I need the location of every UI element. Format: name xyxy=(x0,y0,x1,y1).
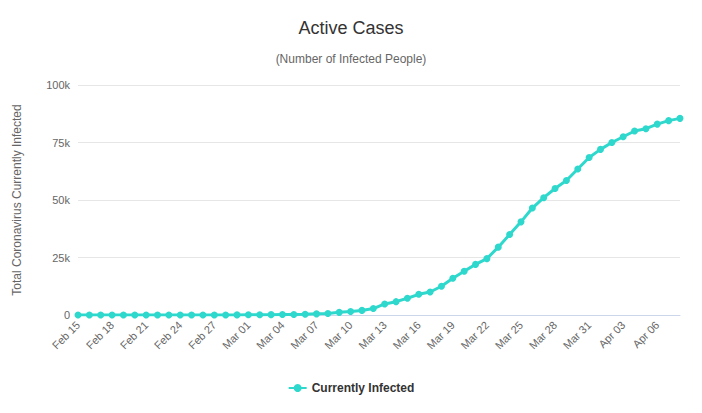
svg-text:Active Cases: Active Cases xyxy=(298,18,403,38)
svg-text:Mar 31: Mar 31 xyxy=(561,319,594,352)
svg-text:Feb 27: Feb 27 xyxy=(186,319,219,352)
svg-text:Mar 25: Mar 25 xyxy=(493,319,526,352)
svg-text:Apr 06: Apr 06 xyxy=(630,319,661,350)
svg-text:Currently Infected: Currently Infected xyxy=(312,381,415,395)
svg-text:Apr 03: Apr 03 xyxy=(596,319,627,350)
svg-text:Mar 28: Mar 28 xyxy=(527,319,560,352)
svg-text:25k: 25k xyxy=(52,252,70,264)
svg-text:Mar 13: Mar 13 xyxy=(356,319,389,352)
svg-text:Mar 10: Mar 10 xyxy=(322,319,355,352)
svg-text:50k: 50k xyxy=(52,194,70,206)
svg-text:Mar 01: Mar 01 xyxy=(220,319,253,352)
svg-text:Feb 18: Feb 18 xyxy=(84,319,117,352)
svg-text:Mar 19: Mar 19 xyxy=(424,319,457,352)
svg-text:Mar 22: Mar 22 xyxy=(458,319,491,352)
svg-text:100k: 100k xyxy=(46,79,70,91)
svg-text:Total Coronavirus Currently In: Total Coronavirus Currently Infected xyxy=(10,104,24,295)
svg-text:75k: 75k xyxy=(52,137,70,149)
svg-text:Feb 15: Feb 15 xyxy=(50,319,83,352)
svg-text:Mar 04: Mar 04 xyxy=(254,319,287,352)
svg-text:Mar 16: Mar 16 xyxy=(390,319,423,352)
svg-text:(Number of Infected People): (Number of Infected People) xyxy=(276,52,427,66)
svg-text:0: 0 xyxy=(64,309,70,321)
svg-text:Feb 21: Feb 21 xyxy=(118,319,151,352)
svg-text:Feb 24: Feb 24 xyxy=(152,319,185,352)
svg-text:Mar 07: Mar 07 xyxy=(288,319,321,352)
